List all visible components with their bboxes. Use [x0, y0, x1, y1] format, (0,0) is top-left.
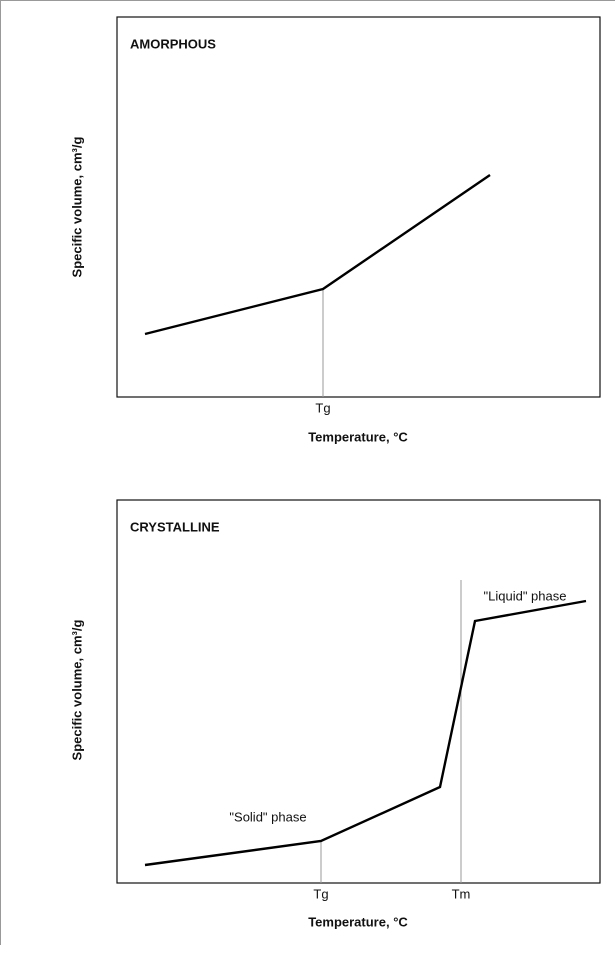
- panel: AMORPHOUS Tg Temperature, °C Specific vo…: [69, 16, 601, 444]
- tick-label: Tg: [315, 400, 330, 415]
- annotation: "Solid" phase: [229, 809, 306, 824]
- annotation: "Liquid" phase: [484, 588, 567, 603]
- tick-label: Tg: [313, 886, 328, 901]
- panel: CRYSTALLINE "Solid" phase "Liquid" phase…: [69, 499, 601, 929]
- x-axis-label: Temperature, °C: [308, 429, 408, 444]
- plot-frame: [116, 499, 601, 884]
- curve: [144, 599, 587, 867]
- plot-frame: [116, 16, 601, 398]
- panel-title: CRYSTALLINE: [130, 519, 220, 534]
- x-axis-label: Temperature, °C: [308, 914, 408, 929]
- curve: [144, 174, 491, 336]
- panel-title: AMORPHOUS: [130, 36, 216, 51]
- y-axis-label: Specific volume, cm³/g: [69, 620, 84, 761]
- tick-label: Tm: [452, 886, 471, 901]
- y-axis-label: Specific volume, cm³/g: [69, 137, 84, 278]
